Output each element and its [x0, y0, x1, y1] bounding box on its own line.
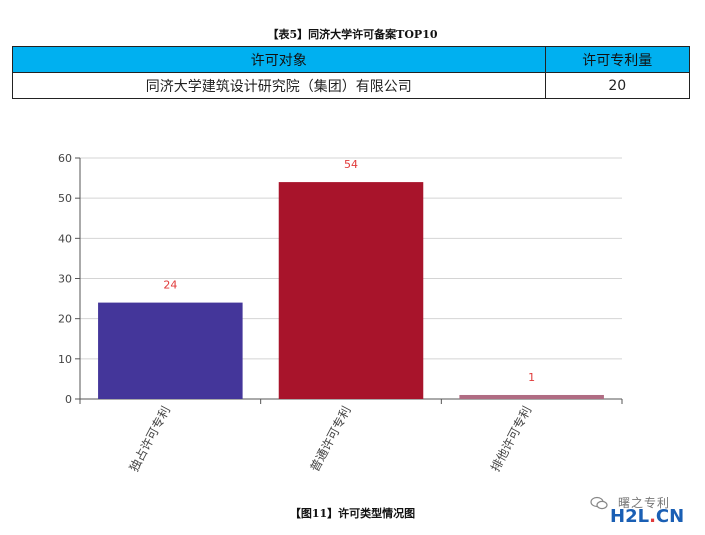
y-tick-label: 50 [58, 192, 72, 205]
bar-3 [459, 394, 604, 399]
x-tick-label: 排他许可专利 [487, 403, 534, 474]
bar-1 [98, 302, 243, 399]
x-tick-label: 独占许可专利 [126, 403, 173, 474]
data-label: 1 [528, 371, 535, 384]
y-tick-label: 10 [58, 353, 72, 366]
watermark-logo: H2L.CN [610, 506, 684, 527]
chat-bubble-icon [590, 496, 608, 510]
watermark-logo-suffix: CN [655, 506, 685, 527]
watermark-logo-dot: . [649, 506, 656, 527]
y-tick-label: 60 [58, 152, 72, 165]
y-tick-label: 40 [58, 232, 72, 245]
cell-licensee: 同济大学建筑设计研究院（集团）有限公司 [12, 72, 546, 99]
license-table: 许可对象 许可专利量 同济大学建筑设计研究院（集团）有限公司 20 [12, 46, 691, 99]
y-tick-label: 30 [58, 273, 72, 286]
data-label: 54 [344, 158, 358, 171]
watermark-text: 曙之专利 [618, 496, 671, 510]
y-tick-label: 20 [58, 313, 72, 326]
cell-patent-count: 20 [544, 72, 691, 99]
y-tick-label: 0 [65, 393, 72, 406]
watermark-logo-main: H2L [610, 506, 650, 527]
chart-caption: 【图11】许可类型情况图 [289, 507, 416, 520]
x-tick-label: 普通许可专利 [307, 403, 354, 474]
table-header-row: 许可对象 许可专利量 [12, 46, 691, 73]
header-patent-count: 许可专利量 [544, 46, 691, 73]
table-row: 同济大学建筑设计研究院（集团）有限公司 20 [12, 72, 691, 99]
data-label: 24 [163, 279, 177, 292]
watermark: 曙之专利 H2L.CN [588, 492, 698, 528]
header-licensee: 许可对象 [12, 46, 546, 73]
bar-chart: 0 10 20 30 40 50 60 24 独占许可专利 54 普通许可专利 1 排他许可专利 [58, 152, 623, 474]
table-title: 【表5】同济大学许可备案TOP10 [267, 28, 438, 41]
bar-2 [278, 182, 424, 399]
